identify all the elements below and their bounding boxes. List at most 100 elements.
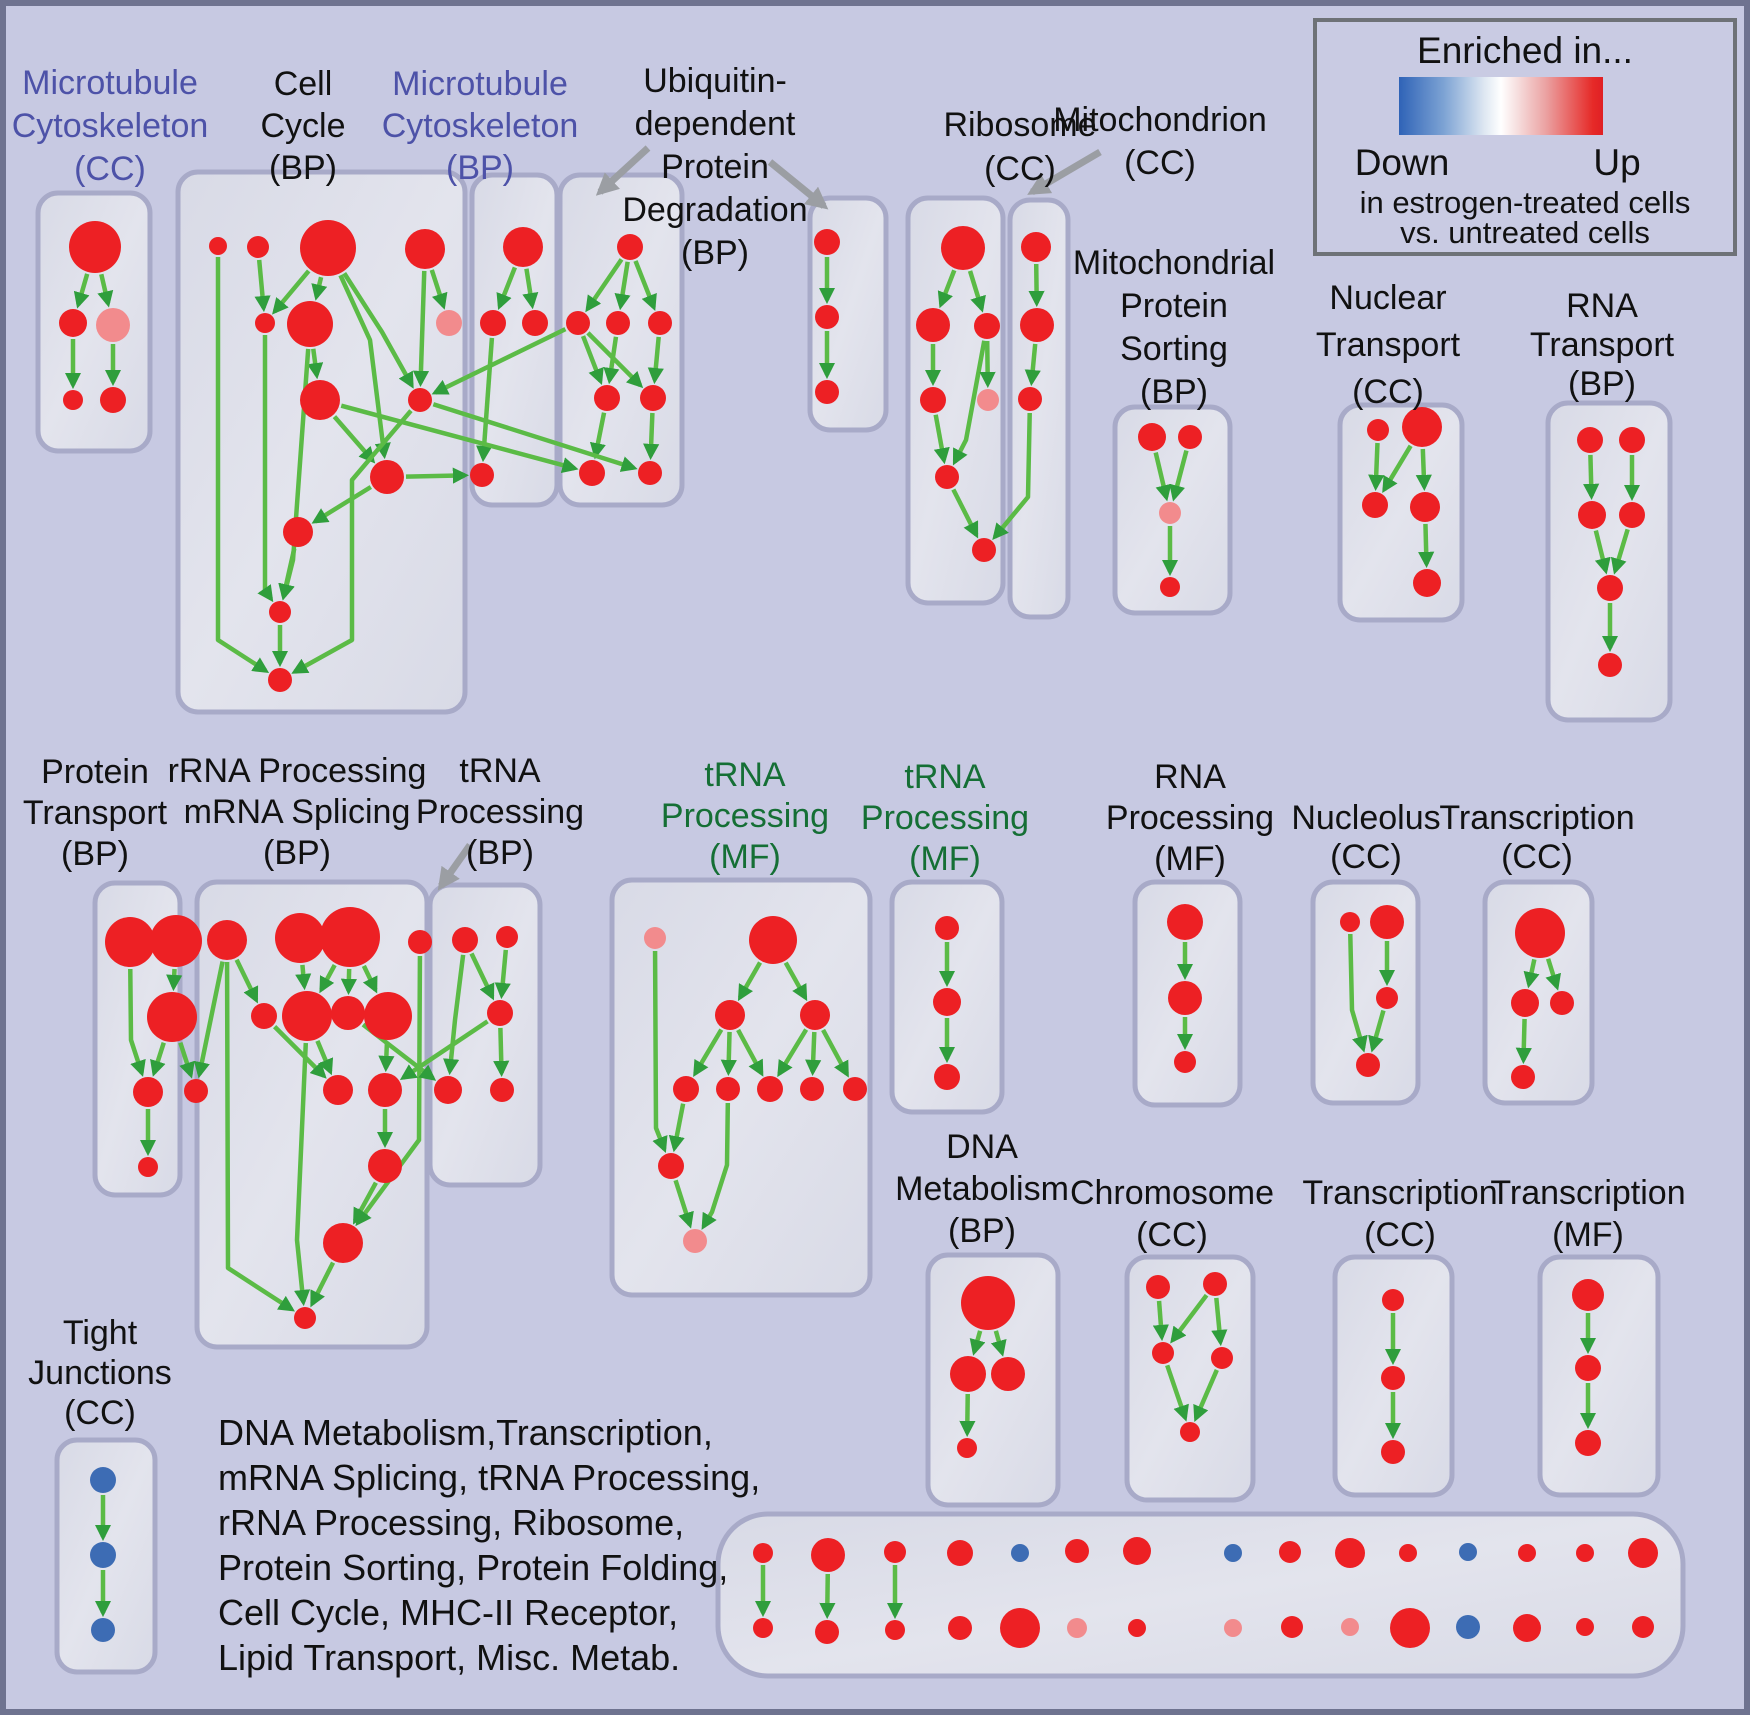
graph-node [300, 220, 356, 276]
graph-edge [736, 1028, 764, 1077]
graph-edge [1545, 958, 1561, 991]
graph-node [1518, 1544, 1536, 1562]
graph-edge [1153, 452, 1172, 502]
graph-edge [522, 268, 539, 310]
graph-node [283, 517, 313, 547]
misc-note-line: Lipid Transport, Misc. Metab. [218, 1637, 681, 1678]
cluster-label-mitochondrion-cc: Mitochondrion (CC) [1053, 101, 1267, 182]
graph-edge [1593, 529, 1611, 575]
graph-edge [224, 961, 295, 1312]
cross-cluster-edge [431, 327, 567, 395]
graph-node [934, 1064, 960, 1090]
graph-edge [493, 1027, 510, 1078]
graph-node [638, 461, 662, 485]
cluster-box-transcription-cc-1 [1482, 879, 1595, 1106]
graph-edge [1028, 263, 1045, 308]
cross-cluster-edge [432, 402, 638, 472]
cluster-label-trna-processing-bp: tRNA Processing (BP) [416, 752, 584, 872]
graph-edge [585, 258, 624, 313]
graph-edge [476, 337, 495, 463]
graph-edge [469, 952, 495, 1001]
legend-down-label: Down [1354, 142, 1450, 183]
graph-node [935, 916, 959, 940]
graph-edge [342, 272, 414, 389]
graph-edge [959, 1393, 976, 1438]
cluster-label-trna-processing-mf-2: tRNA Processing (MF) [861, 758, 1029, 878]
graph-edge [215, 257, 270, 673]
graph-edge [273, 1025, 327, 1079]
graph-node [1459, 1543, 1477, 1561]
graph-node [1598, 653, 1622, 677]
graph-node [69, 221, 121, 273]
graph-edge [969, 1330, 986, 1356]
graph-node [1123, 1537, 1151, 1565]
graph-edge [633, 260, 657, 311]
graph-node [1067, 1618, 1087, 1638]
graph-node [436, 310, 462, 336]
graph-node [503, 227, 543, 267]
cluster-label-microtubule-cytoskeleton-cc: Microtubule Cytoskeleton (CC) [12, 64, 209, 188]
legend-title: Enriched in... [1417, 30, 1633, 71]
graph-node [1367, 419, 1389, 441]
graph-node [947, 1540, 973, 1566]
cluster-label-trna-processing-mf-1: tRNA Processing (MF) [661, 756, 829, 876]
graph-node [320, 907, 380, 967]
graph-edge [311, 485, 373, 524]
graph-node [323, 1223, 363, 1263]
graph-edge [332, 415, 376, 464]
graph-node [487, 1000, 513, 1026]
misc-note-line: rRNA Processing, Ribosome, [218, 1502, 685, 1543]
cluster-box-trna-processing-bp [427, 882, 543, 1188]
graph-edge [819, 1573, 836, 1620]
graph-node [90, 1467, 116, 1493]
cluster-label-transcription-mf: Transcription (MF) [1490, 1174, 1685, 1254]
graph-node [184, 1079, 208, 1103]
graph-node [715, 1000, 745, 1030]
graph-edge [1169, 449, 1189, 502]
ubiquitin-to-chain-arrow [767, 159, 829, 210]
cluster-label-nuclear-transport-cc: Nuclear Transport (CC) [1316, 279, 1461, 411]
graph-edge [378, 1041, 395, 1073]
graph-node [1224, 1544, 1242, 1562]
graph-edge [412, 270, 430, 388]
graph-node [1018, 387, 1042, 411]
graph-node [941, 226, 985, 270]
graph-node [815, 1620, 839, 1644]
graph-node [814, 229, 840, 255]
graph-node [300, 380, 340, 420]
cross-cluster-edge [340, 403, 579, 474]
graph-node [63, 390, 83, 410]
graph-node [957, 1438, 977, 1458]
graph-node [566, 311, 590, 335]
graph-node [1576, 1618, 1594, 1636]
graph-edge [952, 340, 987, 466]
graph-node [1279, 1541, 1301, 1563]
graph-edge [443, 954, 466, 1076]
graph-node [972, 538, 996, 562]
graph-node [496, 926, 518, 948]
graph-node [1575, 1430, 1601, 1456]
graph-node [209, 237, 227, 255]
graph-edge [979, 340, 996, 389]
graph-node [935, 465, 959, 489]
graph-edge [937, 269, 957, 309]
graph-node [640, 385, 666, 411]
graph-edge [951, 488, 979, 539]
cluster-label-cell-cycle-bp: Cell Cycle (BP) [260, 65, 345, 187]
graph-edge [652, 950, 668, 1154]
graph-node [1168, 981, 1202, 1015]
cluster-label-ribosome-cc: Ribosome (CC) [943, 106, 1096, 188]
graph-node [991, 1357, 1025, 1391]
graph-node [884, 1541, 906, 1563]
graph-edge [1024, 343, 1041, 387]
graph-node [1619, 502, 1645, 528]
graph-node [90, 1542, 116, 1568]
graph-node [1410, 492, 1440, 522]
graph-edge [1610, 528, 1630, 575]
graph-edge [1583, 454, 1600, 501]
graph-edge [294, 1042, 311, 1307]
graph-node [1550, 991, 1574, 1015]
graph-node [1628, 1538, 1658, 1568]
graph-node [269, 601, 291, 623]
